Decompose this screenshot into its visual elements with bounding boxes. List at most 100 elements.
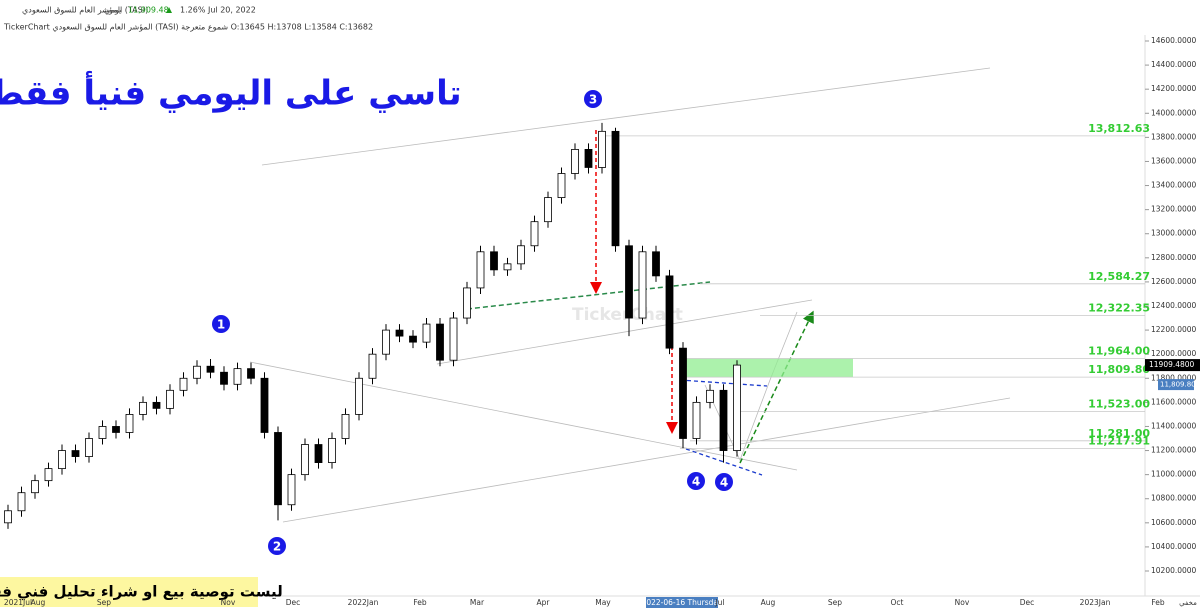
header-change: 1.26% [180,6,206,15]
y-tick-label: 11800.0000 [1151,373,1197,382]
candle-body [314,444,323,463]
x-tick-label: Feb [1151,598,1165,607]
wave-label: 1 [217,318,225,332]
candle-body [679,347,687,439]
candle-body [260,377,269,433]
candle-body [368,353,377,379]
trend-line [436,299,813,365]
x-tick-label: 2023Jan [1080,598,1111,607]
candle-body [220,371,228,385]
candle-body [692,401,701,439]
y-tick-label: 11200.0000 [1151,446,1197,455]
candle-body [598,130,606,168]
level-label: 13,812.63 [1088,122,1150,135]
annotation-title: تاسي على اليومي فنيأ فقط [0,71,462,114]
candle-body [247,368,255,379]
x-tick-label: Sep [828,598,842,607]
candle-body [490,251,498,271]
candle-body [98,426,107,439]
candle-body [503,263,512,271]
y-tick-label: 14400.0000 [1151,60,1197,69]
wave-label: 4 [692,475,700,489]
header-symbol: المؤشر العام للسوق السعودي (TASI) [22,6,148,15]
level-label: 11,523.00 [1088,398,1150,411]
last-price-tag [1145,359,1200,372]
wave-marker [268,537,286,555]
candle-body [274,432,282,506]
candle-body [652,251,660,277]
candle-body [557,173,566,198]
level-label: 11,217.91 [1088,434,1150,447]
header-date: Jul 20, 2022 [207,6,256,15]
wedge-line [685,448,763,476]
candle-body [571,149,579,174]
wave-label: 3 [589,93,597,107]
wave-marker [715,473,733,491]
candle-body [355,377,363,415]
y-tick-label: 12800.0000 [1151,253,1197,262]
trend-line [261,67,991,166]
candle-body [301,444,309,476]
candle-body [665,275,674,349]
x-tick-label: 2022Jan [348,598,379,607]
x-tick-label: Mar [470,598,485,607]
x-label-highlight [646,597,718,608]
trend-line [249,361,798,471]
candle-body [166,389,174,409]
x-tick-label: Apr [537,598,551,607]
level-label: 11,809.80 [1088,363,1150,376]
trend-line [282,397,1011,523]
x-tick-label: Nov [955,598,970,607]
wave-label: 4 [720,476,728,490]
candle-body [341,414,350,439]
candle-body [706,389,714,403]
disclaimer: ليست توصية بيع او شراء تحليل فني فقط [0,583,283,601]
x-tick-label: Sep [97,598,111,607]
wave-marker [212,315,230,333]
candle-body [179,377,188,391]
y-tick-label: 12600.0000 [1151,277,1197,286]
last-price-label: 11909.4800 [1149,360,1195,369]
x-tick-label: May [595,598,611,607]
y-tick-label: 11400.0000 [1151,421,1197,430]
candle-body [44,468,53,482]
y-tick-label: 14000.0000 [1151,108,1197,117]
candle-body [517,245,525,265]
target-arrow [739,310,814,464]
candle-body [58,450,66,470]
candle-body [476,251,485,289]
candle-body [611,130,620,247]
candle-body [584,149,593,168]
candle-body [382,329,390,355]
candle-body [287,474,296,506]
level-label: 11,281.00 [1088,427,1150,440]
x-tick-label: 2021Jul [4,598,32,607]
candle-body [449,317,458,361]
candle-body [152,401,161,409]
header-price: 11,909.48 [128,6,169,15]
x-tick-label: 2022-06-16 Thursday [642,598,723,607]
trend-lines [249,67,1011,523]
x-tick-label: Dec [286,598,301,607]
candle-body [530,221,539,247]
candle-body [544,197,552,223]
y-tick-label: 12200.0000 [1151,325,1197,334]
candle-body [193,365,201,379]
candle-body [463,287,471,319]
wave-label: 2 [273,540,281,554]
y-tick-label: 11000.0000 [1151,470,1197,479]
x-tick-label: Jul [714,598,724,607]
x-tick-label: Aug [761,598,776,607]
level-label: 12,584.27 [1088,270,1150,283]
candle-body [625,245,633,319]
header-info: TickerChart المؤشر العام للسوق السعودي (… [3,23,373,32]
wave-marker [584,90,602,108]
candle-body [719,389,728,451]
y-tick-label: 11600.0000 [1151,397,1197,406]
y-tick-label: 13800.0000 [1151,132,1197,141]
candle-body [4,510,12,524]
level-label: 12,322.35 [1088,301,1150,314]
x-tick-label: Dec [1020,598,1035,607]
y-tick-label: 13000.0000 [1151,229,1197,238]
